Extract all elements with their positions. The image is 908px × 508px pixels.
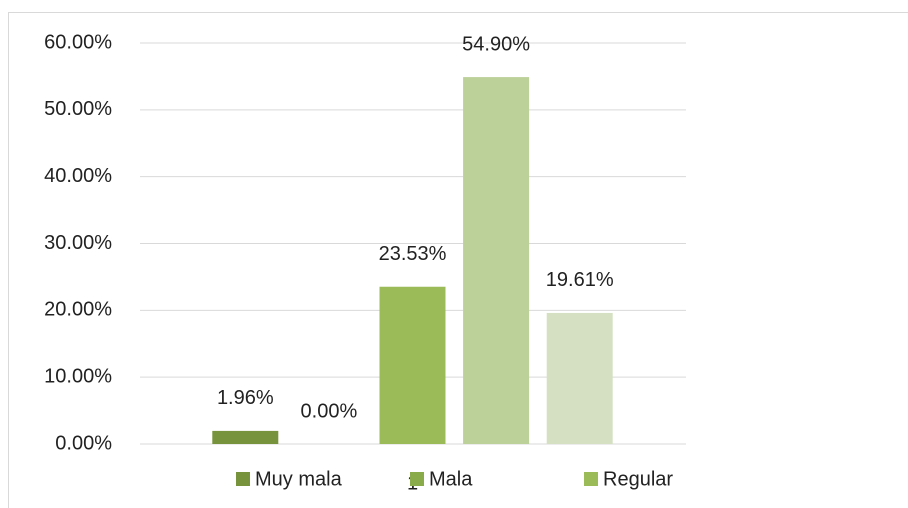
data-label: 54.90%: [462, 33, 530, 55]
legend-swatch: [584, 472, 598, 486]
bar: [463, 77, 530, 445]
legend-swatch: [410, 472, 424, 486]
y-tick-label: 30.00%: [44, 232, 112, 254]
y-tick-label: 40.00%: [44, 165, 112, 187]
y-tick-label: 0.00%: [55, 432, 112, 454]
y-tick-label: 20.00%: [44, 299, 112, 321]
bar: [546, 312, 613, 444]
legend-swatch: [236, 472, 250, 486]
bar: [212, 430, 279, 444]
y-tick-label: 10.00%: [44, 365, 112, 387]
bar: [379, 286, 446, 444]
data-label: 23.53%: [379, 243, 447, 265]
y-tick-label: 60.00%: [44, 31, 112, 53]
data-label: 0.00%: [301, 400, 358, 422]
data-label: 19.61%: [546, 269, 614, 291]
legend-label: Muy mala: [255, 468, 343, 490]
legend-label: Mala: [429, 468, 473, 490]
chart-border: [8, 12, 908, 508]
y-tick-label: 50.00%: [44, 98, 112, 120]
legend-label: Regular: [603, 468, 673, 490]
data-label: 1.96%: [217, 387, 274, 409]
